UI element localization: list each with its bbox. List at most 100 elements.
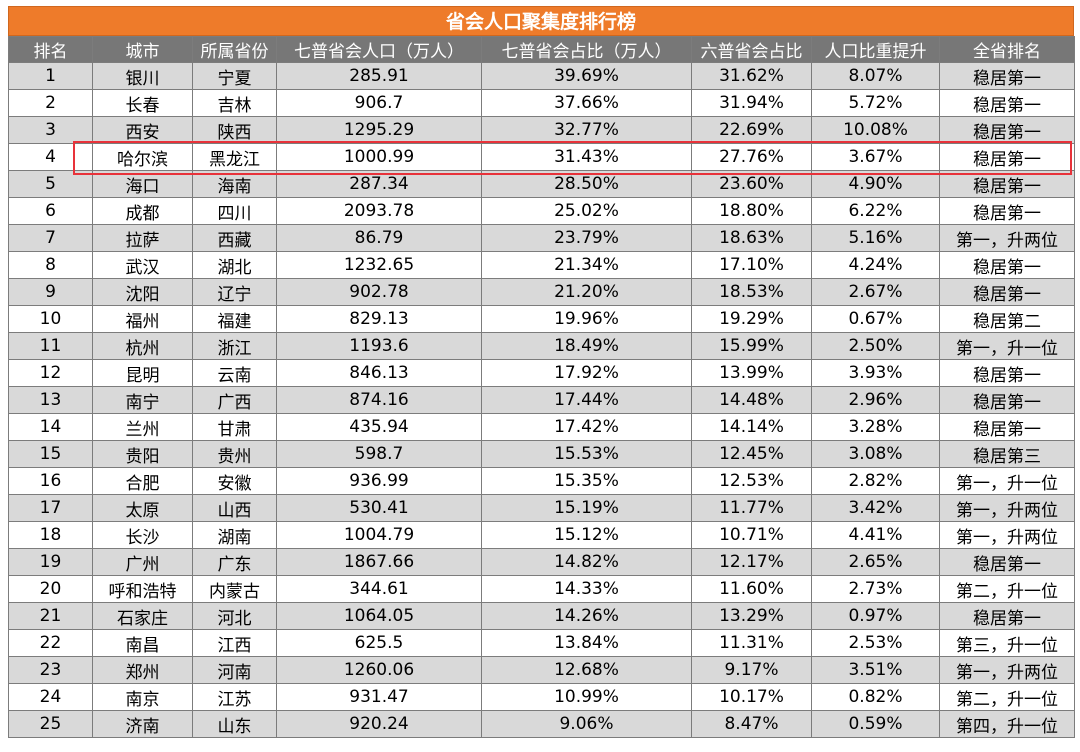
cell-rank: 23 bbox=[8, 656, 93, 684]
cell-province: 辽宁 bbox=[192, 278, 277, 306]
table-row: 25 济南 山东 920.24 9.06% 8.47% 0.59% 第四，升一位 bbox=[8, 710, 1075, 738]
cell-pop-7th: 287.34 bbox=[276, 170, 482, 198]
cell-share-increase: 10.08% bbox=[811, 116, 940, 144]
cell-rank: 25 bbox=[8, 710, 93, 738]
cell-rank: 20 bbox=[8, 575, 93, 603]
cell-share-7th: 28.50% bbox=[481, 170, 692, 198]
cell-province-rank: 第一，升两位 bbox=[939, 521, 1075, 549]
cell-rank: 13 bbox=[8, 386, 93, 414]
cell-province-rank: 稳居第一 bbox=[939, 278, 1075, 306]
cell-province: 湖南 bbox=[192, 521, 277, 549]
cell-pop-7th: 86.79 bbox=[276, 224, 482, 252]
cell-rank: 24 bbox=[8, 683, 93, 711]
cell-share-increase: 4.90% bbox=[811, 170, 940, 198]
cell-pop-7th: 625.5 bbox=[276, 629, 482, 657]
cell-share-6th: 17.10% bbox=[691, 251, 812, 279]
cell-share-increase: 2.73% bbox=[811, 575, 940, 603]
cell-province: 河南 bbox=[192, 656, 277, 684]
cell-pop-7th: 285.91 bbox=[276, 62, 482, 90]
cell-share-6th: 9.17% bbox=[691, 656, 812, 684]
cell-share-7th: 15.35% bbox=[481, 467, 692, 495]
cell-share-6th: 12.53% bbox=[691, 467, 812, 495]
header-share-7th: 七普省会占比（万人） bbox=[481, 36, 692, 63]
cell-rank: 12 bbox=[8, 359, 93, 387]
cell-share-7th: 12.68% bbox=[481, 656, 692, 684]
table-row: 20 呼和浩特 内蒙古 344.61 14.33% 11.60% 2.73% 第二，升一位 bbox=[8, 575, 1075, 603]
cell-city: 长沙 bbox=[92, 521, 193, 549]
cell-pop-7th: 1295.29 bbox=[276, 116, 482, 144]
cell-province-rank: 稳居第一 bbox=[939, 386, 1075, 414]
cell-share-6th: 12.17% bbox=[691, 548, 812, 576]
cell-province: 海南 bbox=[192, 170, 277, 198]
table-row: 24 南京 江苏 931.47 10.99% 10.17% 0.82% 第二，升一位 bbox=[8, 683, 1075, 711]
table-row: 21 石家庄 河北 1064.05 14.26% 13.29% 0.97% 稳居第一 bbox=[8, 602, 1075, 630]
cell-rank: 19 bbox=[8, 548, 93, 576]
cell-city: 呼和浩特 bbox=[92, 575, 193, 603]
cell-share-6th: 31.62% bbox=[691, 62, 812, 90]
cell-share-increase: 0.59% bbox=[811, 710, 940, 738]
table-row: 1 银川 宁夏 285.91 39.69% 31.62% 8.07% 稳居第一 bbox=[8, 62, 1075, 90]
cell-city: 银川 bbox=[92, 62, 193, 90]
cell-share-6th: 12.45% bbox=[691, 440, 812, 468]
cell-share-6th: 8.47% bbox=[691, 710, 812, 738]
cell-share-increase: 2.96% bbox=[811, 386, 940, 414]
cell-pop-7th: 344.61 bbox=[276, 575, 482, 603]
cell-share-7th: 15.12% bbox=[481, 521, 692, 549]
cell-province-rank: 第一，升两位 bbox=[939, 224, 1075, 252]
header-share-increase: 人口比重提升 bbox=[811, 36, 940, 63]
cell-province: 安徽 bbox=[192, 467, 277, 495]
cell-share-6th: 18.80% bbox=[691, 197, 812, 225]
cell-pop-7th: 829.13 bbox=[276, 305, 482, 333]
cell-province-rank: 第二，升一位 bbox=[939, 575, 1075, 603]
cell-city: 沈阳 bbox=[92, 278, 193, 306]
table-row: 4 哈尔滨 黑龙江 1000.99 31.43% 27.76% 3.67% 稳居第一 bbox=[8, 143, 1075, 171]
cell-share-6th: 15.99% bbox=[691, 332, 812, 360]
cell-pop-7th: 1064.05 bbox=[276, 602, 482, 630]
cell-rank: 4 bbox=[8, 143, 93, 171]
cell-share-7th: 39.69% bbox=[481, 62, 692, 90]
cell-province-rank: 第二，升一位 bbox=[939, 683, 1075, 711]
cell-rank: 7 bbox=[8, 224, 93, 252]
cell-province: 吉林 bbox=[192, 89, 277, 117]
cell-share-7th: 10.99% bbox=[481, 683, 692, 711]
cell-city: 南昌 bbox=[92, 629, 193, 657]
cell-pop-7th: 530.41 bbox=[276, 494, 482, 522]
table-row: 15 贵阳 贵州 598.7 15.53% 12.45% 3.08% 稳居第三 bbox=[8, 440, 1075, 468]
cell-pop-7th: 874.16 bbox=[276, 386, 482, 414]
cell-city: 郑州 bbox=[92, 656, 193, 684]
cell-province-rank: 第三，升一位 bbox=[939, 629, 1075, 657]
cell-city: 太原 bbox=[92, 494, 193, 522]
table-row: 6 成都 四川 2093.78 25.02% 18.80% 6.22% 稳居第一 bbox=[8, 197, 1075, 225]
cell-city: 拉萨 bbox=[92, 224, 193, 252]
cell-province-rank: 稳居第三 bbox=[939, 440, 1075, 468]
cell-province-rank: 第一，升一位 bbox=[939, 467, 1075, 495]
cell-rank: 14 bbox=[8, 413, 93, 441]
cell-pop-7th: 2093.78 bbox=[276, 197, 482, 225]
cell-share-7th: 21.20% bbox=[481, 278, 692, 306]
cell-share-7th: 17.44% bbox=[481, 386, 692, 414]
cell-share-7th: 14.33% bbox=[481, 575, 692, 603]
cell-share-increase: 3.28% bbox=[811, 413, 940, 441]
table-row: 2 长春 吉林 906.7 37.66% 31.94% 5.72% 稳居第一 bbox=[8, 89, 1075, 117]
cell-city: 长春 bbox=[92, 89, 193, 117]
cell-province: 福建 bbox=[192, 305, 277, 333]
cell-share-6th: 18.53% bbox=[691, 278, 812, 306]
table-row: 9 沈阳 辽宁 902.78 21.20% 18.53% 2.67% 稳居第一 bbox=[8, 278, 1075, 306]
table-row: 13 南宁 广西 874.16 17.44% 14.48% 2.96% 稳居第一 bbox=[8, 386, 1075, 414]
cell-city: 哈尔滨 bbox=[92, 143, 193, 171]
cell-pop-7th: 1193.6 bbox=[276, 332, 482, 360]
cell-share-increase: 2.65% bbox=[811, 548, 940, 576]
cell-share-increase: 0.67% bbox=[811, 305, 940, 333]
cell-share-6th: 10.71% bbox=[691, 521, 812, 549]
cell-share-increase: 2.50% bbox=[811, 332, 940, 360]
cell-rank: 17 bbox=[8, 494, 93, 522]
cell-city: 贵阳 bbox=[92, 440, 193, 468]
cell-rank: 11 bbox=[8, 332, 93, 360]
cell-rank: 16 bbox=[8, 467, 93, 495]
cell-city: 石家庄 bbox=[92, 602, 193, 630]
cell-share-6th: 14.14% bbox=[691, 413, 812, 441]
cell-share-6th: 31.94% bbox=[691, 89, 812, 117]
cell-share-7th: 15.53% bbox=[481, 440, 692, 468]
cell-city: 昆明 bbox=[92, 359, 193, 387]
cell-share-increase: 0.97% bbox=[811, 602, 940, 630]
